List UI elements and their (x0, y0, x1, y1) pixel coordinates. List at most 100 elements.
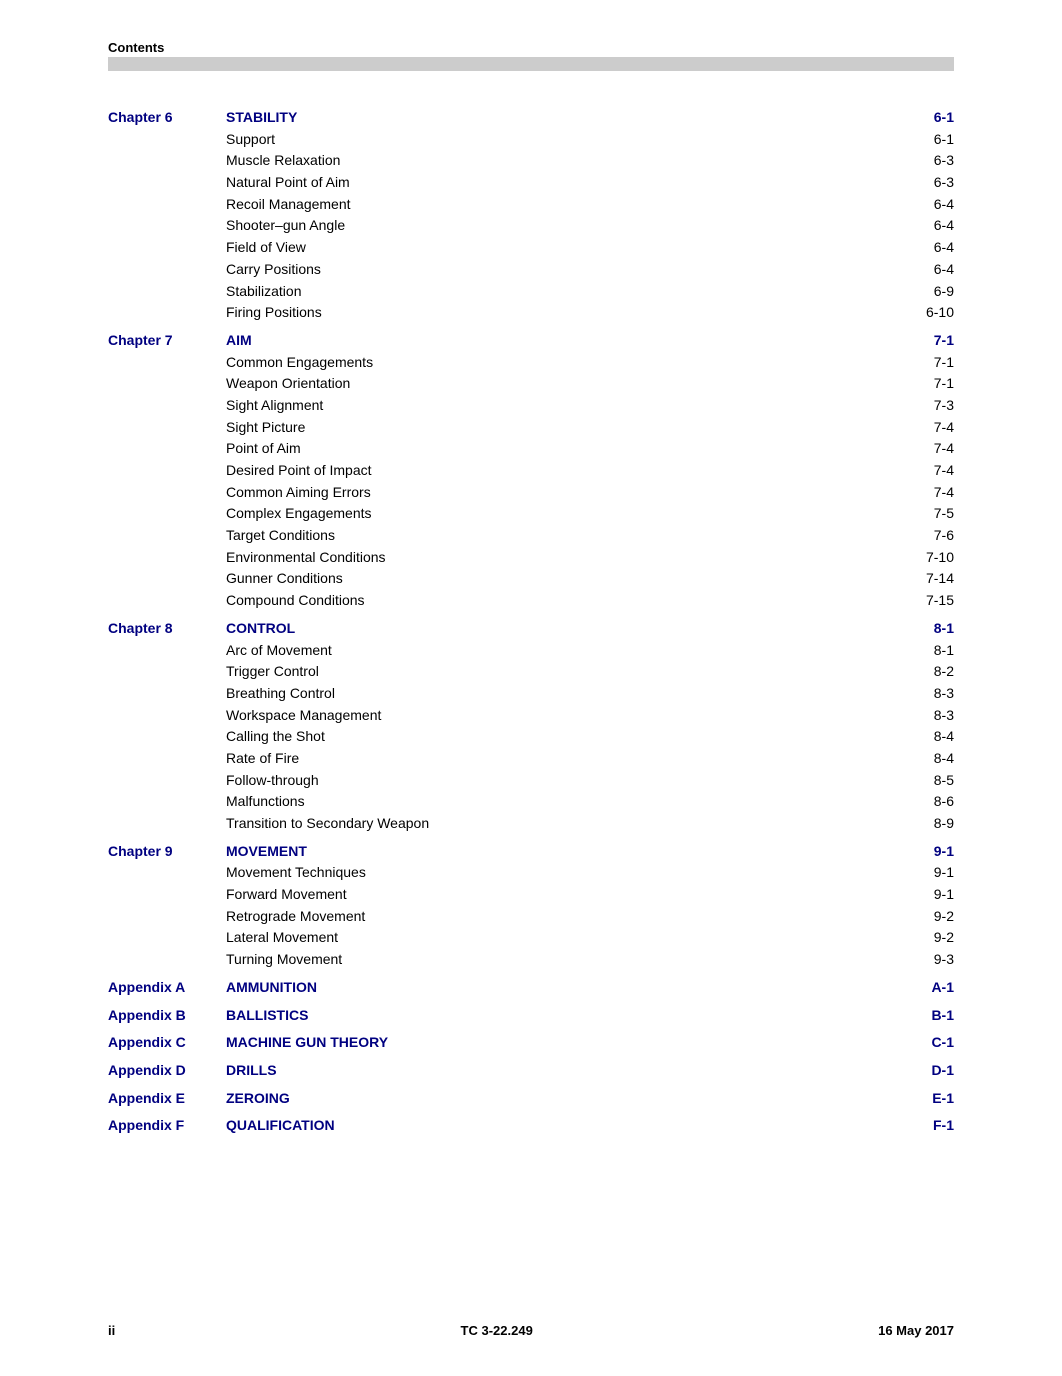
toc-page-number: 7-4 (932, 417, 954, 439)
toc-row: Chapter 8CONTROL 8-1 (108, 618, 954, 640)
toc-page-number: 8-1 (932, 618, 954, 640)
toc-page-number: 8-9 (932, 813, 954, 835)
toc-row: Turning Movement 9-3 (108, 949, 954, 971)
toc-page-number: 6-9 (932, 281, 954, 303)
toc-entry-title: Arc of Movement (226, 640, 332, 662)
toc-entry-title: MOVEMENT (226, 841, 307, 863)
table-of-contents: Chapter 6STABILITY6-1Support6-1Muscle Re… (108, 107, 954, 1137)
toc-entry-title: Retrograde Movement (226, 906, 365, 928)
toc-page-number: 9-3 (932, 949, 954, 971)
toc-entry-title: Workspace Management (226, 705, 381, 727)
toc-row: Movement Techniques9-1 (108, 862, 954, 884)
toc-entry-title: Muscle Relaxation (226, 150, 340, 172)
toc-entry-title: Follow-through (226, 770, 319, 792)
toc-entry-title: BALLISTICS (226, 1005, 308, 1027)
toc-page-number: 7-5 (932, 503, 954, 525)
toc-entry-title: Environmental Conditions (226, 547, 386, 569)
toc-entry-title: Malfunctions (226, 791, 305, 813)
toc-section-label: Appendix B (108, 1005, 226, 1027)
toc-row: Muscle Relaxation6-3 (108, 150, 954, 172)
toc-entry-title: Desired Point of Impact (226, 460, 372, 482)
toc-page-number: 8-1 (932, 640, 954, 662)
toc-page-number: 7-15 (924, 590, 954, 612)
toc-entry-title: ZEROING (226, 1088, 290, 1110)
toc-section-label: Chapter 8 (108, 618, 226, 640)
toc-row: Forward Movement 9-1 (108, 884, 954, 906)
toc-entry-title: Complex Engagements (226, 503, 372, 525)
toc-page-number: 7-4 (932, 460, 954, 482)
toc-entry-title: Weapon Orientation (226, 373, 350, 395)
toc-row: Sight Alignment 7-3 (108, 395, 954, 417)
toc-entry-title: Stabilization (226, 281, 302, 303)
toc-page-number: 9-2 (932, 906, 954, 928)
footer-page-number: ii (108, 1323, 115, 1338)
toc-page-number: 9-2 (932, 927, 954, 949)
toc-page-number: B-1 (929, 1005, 954, 1027)
toc-row: Workspace Management8-3 (108, 705, 954, 727)
toc-row: Chapter 9MOVEMENT9-1 (108, 841, 954, 863)
toc-entry-title: Rate of Fire (226, 748, 299, 770)
toc-row: Sight Picture 7-4 (108, 417, 954, 439)
toc-page-number: 8-5 (932, 770, 954, 792)
toc-row: Target Conditions 7-6 (108, 525, 954, 547)
toc-page-number: 7-4 (932, 438, 954, 460)
toc-entry-title: Compound Conditions (226, 590, 365, 612)
footer-doc-id: TC 3-22.249 (461, 1323, 533, 1338)
toc-page-number: 8-3 (932, 683, 954, 705)
toc-entry-title: Trigger Control (226, 661, 319, 683)
toc-row: Retrograde Movement 9-2 (108, 906, 954, 928)
toc-entry-title: AIM (226, 330, 252, 352)
toc-page-number: 9-1 (932, 884, 954, 906)
toc-section-label: Chapter 6 (108, 107, 226, 129)
toc-row: Firing Positions6-10 (108, 302, 954, 324)
toc-entry-title: Sight Picture (226, 417, 305, 439)
toc-page-number: 8-6 (932, 791, 954, 813)
toc-page-number: 7-3 (932, 395, 954, 417)
toc-page-number: 7-4 (932, 482, 954, 504)
toc-entry-title: Target Conditions (226, 525, 335, 547)
toc-entry-title: Common Aiming Errors (226, 482, 371, 504)
toc-row: Appendix FQUALIFICATION F-1 (108, 1115, 954, 1137)
toc-entry-title: Turning Movement (226, 949, 342, 971)
toc-row: Trigger Control8-2 (108, 661, 954, 683)
toc-entry-title: STABILITY (226, 107, 297, 129)
toc-page-number: C-1 (929, 1032, 954, 1054)
toc-entry-title: Recoil Management (226, 194, 351, 216)
toc-row: Lateral Movement 9-2 (108, 927, 954, 949)
toc-row: Natural Point of Aim6-3 (108, 172, 954, 194)
toc-entry-title: Point of Aim (226, 438, 301, 460)
toc-row: Rate of Fire8-4 (108, 748, 954, 770)
toc-entry-title: MACHINE GUN THEORY (226, 1032, 388, 1054)
toc-entry-title: Transition to Secondary Weapon (226, 813, 429, 835)
toc-section-label: Appendix F (108, 1115, 226, 1137)
toc-page-number: 6-1 (932, 107, 954, 129)
toc-row: Point of Aim 7-4 (108, 438, 954, 460)
page-footer: ii TC 3-22.249 16 May 2017 (108, 1323, 954, 1338)
toc-row: Appendix CMACHINE GUN THEORYC-1 (108, 1032, 954, 1054)
toc-entry-title: QUALIFICATION (226, 1115, 335, 1137)
toc-page-number: F-1 (931, 1115, 954, 1137)
toc-row: Common Engagements7-1 (108, 352, 954, 374)
toc-entry-title: Gunner Conditions (226, 568, 343, 590)
toc-entry-title: Sight Alignment (226, 395, 323, 417)
toc-entry-title: Forward Movement (226, 884, 347, 906)
toc-row: Gunner Conditions7-14 (108, 568, 954, 590)
toc-page-number: 7-10 (924, 547, 954, 569)
toc-row: Stabilization 6-9 (108, 281, 954, 303)
toc-row: Chapter 6STABILITY 6-1 (108, 107, 954, 129)
toc-entry-title: Natural Point of Aim (226, 172, 350, 194)
toc-entry-title: Breathing Control (226, 683, 335, 705)
toc-entry-title: Lateral Movement (226, 927, 338, 949)
toc-entry-title: Movement Techniques (226, 862, 366, 884)
toc-page-number: 7-1 (932, 330, 954, 352)
toc-section-label: Appendix A (108, 977, 226, 999)
toc-entry-title: Common Engagements (226, 352, 373, 374)
toc-section-label: Appendix D (108, 1060, 226, 1082)
toc-entry-title: CONTROL (226, 618, 295, 640)
toc-row: Recoil Management6-4 (108, 194, 954, 216)
toc-entry-title: Firing Positions (226, 302, 322, 324)
toc-entry-title: Calling the Shot (226, 726, 325, 748)
toc-page-number: 7-6 (932, 525, 954, 547)
toc-row: Shooter–gun Angle6-4 (108, 215, 954, 237)
toc-row: Environmental Conditions 7-10 (108, 547, 954, 569)
